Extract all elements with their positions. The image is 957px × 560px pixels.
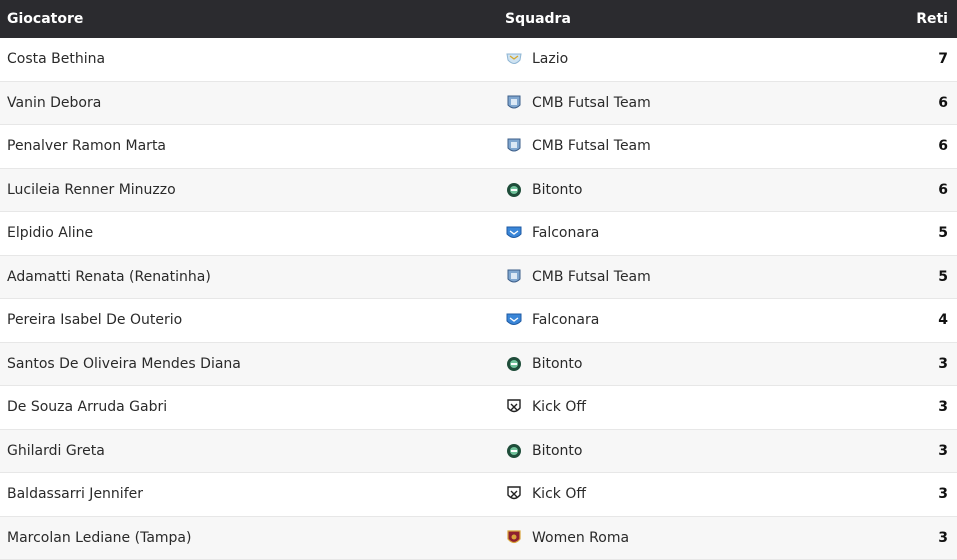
team-cell[interactable]: Bitonto xyxy=(498,181,837,199)
table-row[interactable]: Costa Bethina Lazio 7 xyxy=(0,38,957,82)
table-row[interactable]: Ghilardi Greta Bitonto 3 xyxy=(0,430,957,474)
goals-value: 3 xyxy=(837,443,957,459)
goals-value: 6 xyxy=(837,138,957,154)
team-name: Women Roma xyxy=(532,530,629,546)
goals-value: 5 xyxy=(837,269,957,285)
goals-value: 3 xyxy=(837,356,957,372)
table-row[interactable]: Marcolan Lediane (Tampa) Women Roma 3 xyxy=(0,517,957,560)
player-name[interactable]: Elpidio Aline xyxy=(0,225,498,241)
player-name[interactable]: Ghilardi Greta xyxy=(0,443,498,459)
team-cell[interactable]: Lazio xyxy=(498,50,837,68)
goals-value: 3 xyxy=(837,399,957,415)
header-goals[interactable]: Reti xyxy=(837,11,957,27)
team-cell[interactable]: CMB Futsal Team xyxy=(498,137,837,155)
team-cell[interactable]: Kick Off xyxy=(498,398,837,416)
player-name[interactable]: Marcolan Lediane (Tampa) xyxy=(0,530,498,546)
team-name: Lazio xyxy=(532,51,568,67)
player-name[interactable]: De Souza Arruda Gabri xyxy=(0,399,498,415)
team-cell[interactable]: Women Roma xyxy=(498,529,837,547)
cmb-crest-icon xyxy=(505,268,523,286)
player-name[interactable]: Penalver Ramon Marta xyxy=(0,138,498,154)
team-name: Kick Off xyxy=(532,486,586,502)
bitonto-crest-icon xyxy=(505,181,523,199)
team-name: Bitonto xyxy=(532,356,582,372)
player-name[interactable]: Santos De Oliveira Mendes Diana xyxy=(0,356,498,372)
cmb-crest-icon xyxy=(505,137,523,155)
team-name: CMB Futsal Team xyxy=(532,138,651,154)
table-row[interactable]: De Souza Arruda Gabri Kick Off 3 xyxy=(0,386,957,430)
table-row[interactable]: Elpidio Aline Falconara 5 xyxy=(0,212,957,256)
team-name: CMB Futsal Team xyxy=(532,95,651,111)
team-cell[interactable]: Bitonto xyxy=(498,442,837,460)
player-name[interactable]: Pereira Isabel De Outerio xyxy=(0,312,498,328)
table-row[interactable]: Vanin Debora CMB Futsal Team 6 xyxy=(0,82,957,126)
header-player[interactable]: Giocatore xyxy=(0,11,498,27)
goals-value: 6 xyxy=(837,95,957,111)
bitonto-crest-icon xyxy=(505,355,523,373)
player-name[interactable]: Lucileia Renner Minuzzo xyxy=(0,182,498,198)
team-name: Falconara xyxy=(532,225,599,241)
goals-value: 5 xyxy=(837,225,957,241)
table-row[interactable]: Lucileia Renner Minuzzo Bitonto 6 xyxy=(0,169,957,213)
team-name: Bitonto xyxy=(532,443,582,459)
goals-value: 6 xyxy=(837,182,957,198)
team-name: CMB Futsal Team xyxy=(532,269,651,285)
table-header: Giocatore Squadra Reti xyxy=(0,0,957,38)
goals-value: 3 xyxy=(837,530,957,546)
bitonto-crest-icon xyxy=(505,442,523,460)
team-cell[interactable]: CMB Futsal Team xyxy=(498,94,837,112)
table-row[interactable]: Penalver Ramon Marta CMB Futsal Team 6 xyxy=(0,125,957,169)
player-name[interactable]: Costa Bethina xyxy=(0,51,498,67)
player-name[interactable]: Baldassarri Jennifer xyxy=(0,486,498,502)
table-row[interactable]: Pereira Isabel De Outerio Falconara 4 xyxy=(0,299,957,343)
table-row[interactable]: Baldassarri Jennifer Kick Off 3 xyxy=(0,473,957,517)
team-cell[interactable]: Falconara xyxy=(498,224,837,242)
team-cell[interactable]: Falconara xyxy=(498,311,837,329)
cmb-crest-icon xyxy=(505,94,523,112)
player-name[interactable]: Adamatti Renata (Renatinha) xyxy=(0,269,498,285)
header-team[interactable]: Squadra xyxy=(498,11,837,27)
goals-value: 4 xyxy=(837,312,957,328)
team-name: Kick Off xyxy=(532,399,586,415)
lazio-crest-icon xyxy=(505,50,523,68)
team-name: Falconara xyxy=(532,312,599,328)
kickoff-crest-icon xyxy=(505,485,523,503)
team-cell[interactable]: CMB Futsal Team xyxy=(498,268,837,286)
team-name: Bitonto xyxy=(532,182,582,198)
table-row[interactable]: Santos De Oliveira Mendes Diana Bitonto 3 xyxy=(0,343,957,387)
table-row[interactable]: Adamatti Renata (Renatinha) CMB Futsal Te… xyxy=(0,256,957,300)
kickoff-crest-icon xyxy=(505,398,523,416)
team-cell[interactable]: Kick Off xyxy=(498,485,837,503)
team-cell[interactable]: Bitonto xyxy=(498,355,837,373)
goals-value: 7 xyxy=(837,51,957,67)
table-body: Costa Bethina Lazio 7 Vanin Debora CMB Futsa… xyxy=(0,38,957,560)
goals-value: 3 xyxy=(837,486,957,502)
player-name[interactable]: Vanin Debora xyxy=(0,95,498,111)
roma-crest-icon xyxy=(505,529,523,547)
falconara-crest-icon xyxy=(505,224,523,242)
falconara-crest-icon xyxy=(505,311,523,329)
